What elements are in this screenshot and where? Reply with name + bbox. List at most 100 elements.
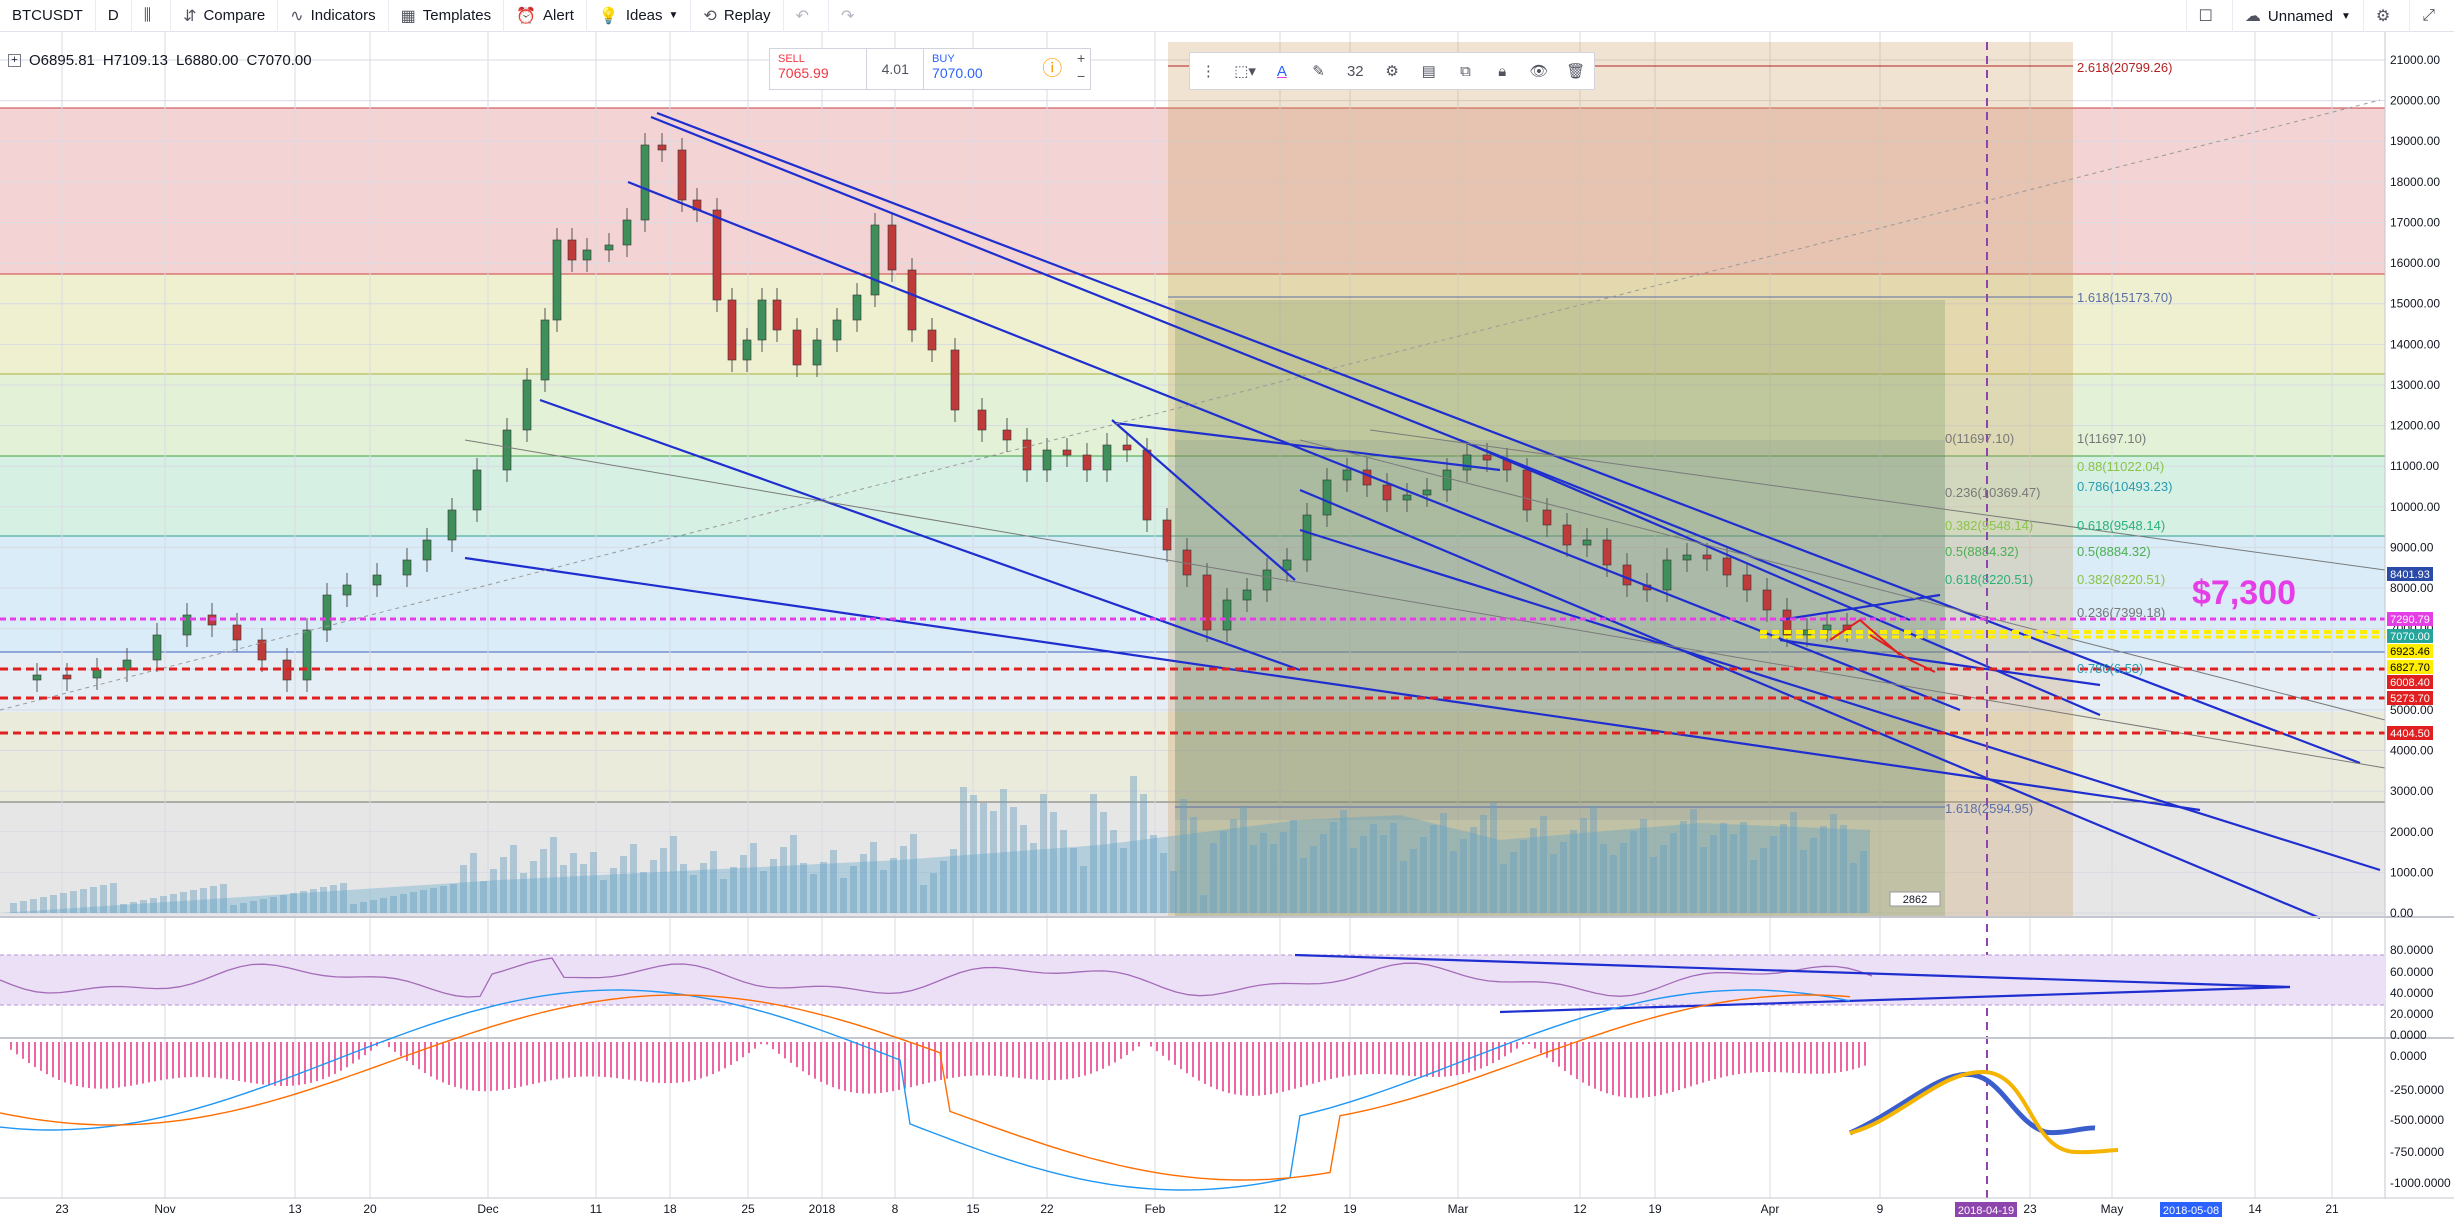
fib-level-label: 0.382(8220.51) — [2077, 572, 2165, 587]
drag-handle-icon[interactable]: ⋮ — [1200, 63, 1216, 80]
pencil-icon[interactable]: ✎ — [1312, 63, 1325, 80]
price-badge — [2387, 612, 2433, 626]
price-tick-label: 12000.00 — [2390, 419, 2440, 433]
price-tick-label: 4000.00 — [2390, 744, 2434, 758]
drawing-toolbar: ⋮ ⬚▾ A ✎ 32 ⚙ ▤ ⧉ 🔒︎ 👁︎ 🗑︎ — [1189, 52, 1595, 90]
fib-level-label: 0.88(11022.04) — [2077, 459, 2164, 474]
time-tick-label: Mar — [1448, 1202, 1469, 1216]
rsi-tick-label: 80.0000 — [2390, 943, 2434, 957]
replay-icon: ⟲ — [703, 7, 717, 25]
chevron-down-icon: ▼ — [668, 10, 679, 21]
sell-price: 7065.99 — [778, 65, 829, 81]
gear-icon[interactable]: ⚙ — [1385, 63, 1399, 80]
price-badge — [2387, 675, 2433, 689]
spread-value: 4.01 — [881, 61, 909, 77]
time-axis[interactable]: 23 Nov 13 20 Dec 11 18 25 2018 8 15 22 Feb 12 19 Mar 12 1… — [55, 1202, 2339, 1216]
compare-button[interactable]: ⇵ Compare — [171, 0, 279, 32]
fib-level-label: 0.5(8884.32) — [2077, 544, 2151, 559]
replay-button[interactable]: ⟲ Replay — [691, 0, 784, 32]
sell-button[interactable]: SELL 7065.99 — [770, 49, 868, 89]
sell-label: SELL — [778, 53, 805, 65]
symbol-search[interactable]: BTCUSDT — [0, 0, 96, 32]
rsi-pane — [0, 953, 2385, 1014]
font-size-select[interactable]: 32 — [1346, 62, 1364, 80]
lightbulb-icon: 💡 — [598, 7, 619, 25]
fib-labels: 2.618(20799.26) 1.618(15173.70) 0(11697.10… — [1945, 60, 2172, 816]
lock-icon[interactable]: 🔒︎ — [1498, 62, 1507, 80]
fib-level-label: 0.236(10369.47) — [1945, 485, 2040, 500]
price-axis[interactable]: 21000.00 20000.00 19000.00 18000.00 17000.00… — [2390, 53, 2440, 920]
eye-icon[interactable]: 👁︎ — [1529, 63, 1549, 80]
alert-label: Alert — [543, 7, 574, 24]
buy-button[interactable]: BUY 7070.00 — [923, 49, 1032, 89]
fib-level-label: 0(11697.10) — [1945, 431, 2014, 446]
macd-axis: 0.0000 -250.0000 -500.0000 -750.0000 -1000.0… — [2390, 1049, 2451, 1190]
gear-icon: ⚙ — [2375, 8, 2391, 25]
compare-label: Compare — [203, 7, 266, 24]
undo-button[interactable]: ↶ — [784, 0, 829, 32]
quantity-stepper[interactable]: + − — [1076, 50, 1086, 84]
templates-label: Templates — [422, 7, 492, 24]
time-tick-label: 14 — [2248, 1202, 2262, 1216]
volume-bars — [0, 776, 1870, 913]
price-tick-label: 1000.00 — [2390, 865, 2434, 879]
price-tick-label: 8000.00 — [2390, 581, 2434, 595]
chart-type-button[interactable]: ⫼ — [132, 0, 172, 32]
trash-icon[interactable]: 🗑︎ — [1566, 63, 1586, 80]
undo-icon: ↶ — [795, 7, 809, 25]
templates-button[interactable]: ▦ Templates — [389, 0, 505, 32]
fib-retracement-bands — [0, 107, 2385, 917]
line-style-icon[interactable]: ⬚▾ — [1234, 63, 1256, 80]
fib-level-label: 1.618(2594.95) — [1945, 801, 2033, 816]
expand-button[interactable]: ⤢ — [2409, 0, 2454, 32]
macd-pane — [0, 989, 2119, 1191]
indicators-button[interactable]: ∿ Indicators — [278, 0, 389, 32]
rsi-tick-label: 0.0000 — [2390, 1028, 2427, 1042]
thin-trendlines — [464, 429, 2386, 769]
fib-level-label: 0.236(7399.18) — [2077, 605, 2165, 620]
time-tick-label: 23 — [55, 1202, 69, 1216]
replay-label: Replay — [723, 7, 771, 24]
price-tick-label: 20000.00 — [2390, 94, 2440, 108]
clone-icon[interactable]: ⧉ — [1460, 62, 1471, 80]
redo-button[interactable]: ↷ — [829, 0, 873, 32]
info-icon[interactable]: ⓘ — [1042, 58, 1063, 80]
visibility-icon[interactable]: ▤ — [1421, 63, 1436, 80]
indicators-icon: ∿ — [290, 7, 304, 25]
rsi-tick-label: 60.0000 — [2390, 965, 2434, 979]
layout-menu[interactable]: ☁ Unnamed ▼ — [2231, 0, 2363, 32]
price-badge-label: 4404.50 — [2390, 728, 2430, 740]
price-tick-label: 16000.00 — [2390, 256, 2440, 270]
alert-button[interactable]: ⏰ Alert — [504, 0, 587, 32]
fib-level-label: 0.382(9548.14) — [1945, 518, 2033, 533]
time-badge: 2018-05-08 — [2163, 1205, 2219, 1217]
collapse-legend-icon[interactable]: + — [8, 54, 21, 67]
price-tick-label: 19000.00 — [2390, 134, 2440, 148]
text-color-icon[interactable]: A — [1276, 62, 1287, 80]
top-toolbar: BTCUSDT D ⫼ ⇵ Compare ∿ Indicators ▦ Templa… — [0, 0, 2454, 32]
trade-panel: SELL 7065.99 4.01 BUY 7070.00 ⓘ + − — [769, 48, 1091, 90]
macd-tick-label: -250.0000 — [2390, 1083, 2444, 1097]
fullscreen-toggle[interactable]: ☐ — [2185, 0, 2232, 32]
time-tick-label: 12 — [1273, 1202, 1287, 1216]
fib-level-label: 0.786(6.53) — [2077, 661, 2144, 676]
price-tick-label: 17000.00 — [2390, 215, 2440, 229]
time-tick-label: 20 — [363, 1202, 377, 1216]
fib-level-label: 0.5(8884.32) — [1945, 544, 2019, 559]
settings-button[interactable]: ⚙ — [2362, 0, 2409, 32]
indicators-label: Indicators — [310, 7, 376, 24]
time-tick-label: Nov — [154, 1202, 175, 1216]
price-badge — [2387, 660, 2433, 674]
price-tick-label: 9000.00 — [2390, 540, 2434, 554]
time-tick-label: 18 — [663, 1202, 677, 1216]
time-tick-label: Feb — [1145, 1202, 1166, 1216]
interval-selector[interactable]: D — [96, 0, 132, 32]
price-tick-label: 10000.00 — [2390, 500, 2440, 514]
time-tick-label: 19 — [1648, 1202, 1662, 1216]
price-tick-label: 14000.00 — [2390, 337, 2440, 351]
square-icon: ☐ — [2198, 8, 2213, 25]
ideas-button[interactable]: 💡 Ideas ▼ — [587, 0, 692, 32]
fib-level-label: 2.618(20799.26) — [2077, 60, 2172, 75]
date-range-box — [1168, 42, 2073, 917]
